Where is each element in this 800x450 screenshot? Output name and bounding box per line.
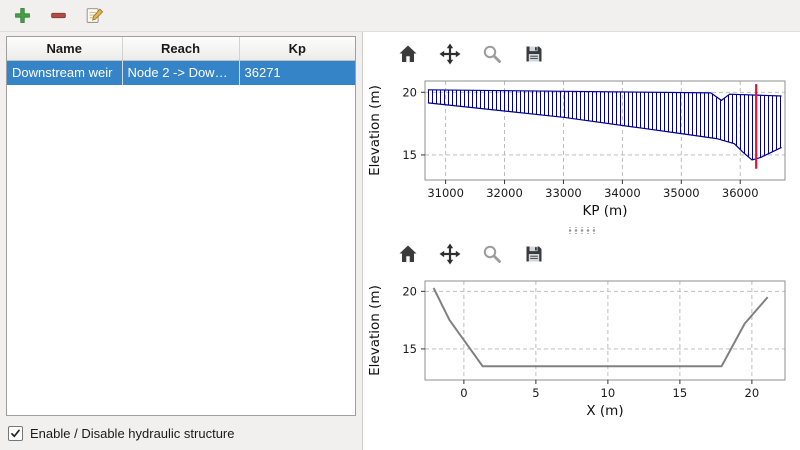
save-icon: [526, 46, 542, 62]
cell-kp[interactable]: 36271: [244, 65, 281, 81]
zoom-icon: [483, 245, 501, 263]
plots-panel: 31000 32000 33000 34000 35000 36000 15 20 KP (m)…: [362, 32, 800, 450]
svg-text:20: 20: [402, 284, 417, 298]
cell-reach[interactable]: Node 2 -> Down…: [122, 60, 240, 85]
svg-text:Elevation (m): Elevation (m): [367, 85, 383, 176]
checkmark-icon: [11, 428, 20, 438]
svg-text:32000: 32000: [486, 186, 523, 200]
table-header-row: Name Reach Kp: [7, 37, 355, 61]
remove-structure-button[interactable]: [46, 4, 70, 28]
longitudinal-profile-chart[interactable]: 31000 32000 33000 34000 35000 36000 15 20 KP (m)…: [363, 72, 799, 224]
enable-structure-label: Enable / Disable hydraulic structure: [30, 425, 235, 441]
svg-text:31000: 31000: [427, 186, 464, 200]
save-button[interactable]: [521, 41, 547, 67]
save-button-2[interactable]: [521, 241, 547, 267]
add-structure-button[interactable]: [10, 4, 34, 28]
home-icon: [399, 45, 417, 62]
svg-text:Elevation (m): Elevation (m): [367, 285, 383, 376]
main-toolbar: [0, 0, 800, 32]
save-icon: [526, 246, 542, 262]
structures-table[interactable]: Name Reach Kp Downstream weir Node 2 -> …: [6, 36, 356, 416]
svg-text:35000: 35000: [663, 186, 700, 200]
svg-text:20: 20: [402, 85, 417, 99]
cross-section-chart[interactable]: 0 5 10 15 20 15 20 X (m) Elevation (m): [363, 272, 799, 424]
zoom-icon: [483, 45, 501, 63]
structures-panel: Name Reach Kp Downstream weir Node 2 -> …: [0, 32, 362, 450]
home-button[interactable]: [395, 41, 421, 67]
svg-text:KP (m): KP (m): [583, 203, 628, 219]
svg-text:15: 15: [402, 148, 417, 162]
cross-section-plot-toolbar: [363, 236, 800, 272]
splitter-handle[interactable]: [363, 224, 800, 236]
enable-structure-row: Enable / Disable hydraulic structure: [6, 416, 356, 442]
home-icon: [399, 245, 417, 262]
svg-text:15: 15: [673, 386, 688, 400]
column-header-kp[interactable]: Kp: [239, 37, 355, 61]
zoom-button[interactable]: [479, 41, 505, 67]
column-header-name[interactable]: Name: [7, 37, 123, 61]
svg-text:0: 0: [460, 386, 467, 400]
zoom-button-2[interactable]: [479, 241, 505, 267]
enable-structure-checkbox[interactable]: [8, 425, 23, 441]
pan-button-2[interactable]: [437, 241, 463, 267]
table-row[interactable]: Downstream weir Node 2 -> Down… 36271: [7, 60, 355, 85]
main-content: Name Reach Kp Downstream weir Node 2 -> …: [0, 32, 800, 450]
column-header-reach[interactable]: Reach: [122, 37, 240, 61]
edit-icon: [86, 7, 104, 23]
svg-text:5: 5: [532, 386, 539, 400]
pan-icon: [439, 243, 461, 265]
svg-text:34000: 34000: [604, 186, 641, 200]
add-icon: [14, 8, 30, 23]
svg-text:15: 15: [402, 342, 417, 356]
cell-name[interactable]: Downstream weir: [7, 60, 123, 85]
pan-button[interactable]: [437, 41, 463, 67]
svg-text:33000: 33000: [545, 186, 582, 200]
svg-text:36000: 36000: [722, 186, 759, 200]
edit-structure-button[interactable]: [82, 4, 106, 28]
svg-text:10: 10: [601, 386, 616, 400]
svg-text:X (m): X (m): [586, 403, 623, 419]
home-button-2[interactable]: [395, 241, 421, 267]
svg-text:20: 20: [745, 386, 760, 400]
splitter-dots-icon: [568, 226, 595, 234]
pan-icon: [439, 43, 461, 65]
profile-plot-toolbar: [363, 36, 800, 72]
remove-icon: [50, 12, 66, 19]
